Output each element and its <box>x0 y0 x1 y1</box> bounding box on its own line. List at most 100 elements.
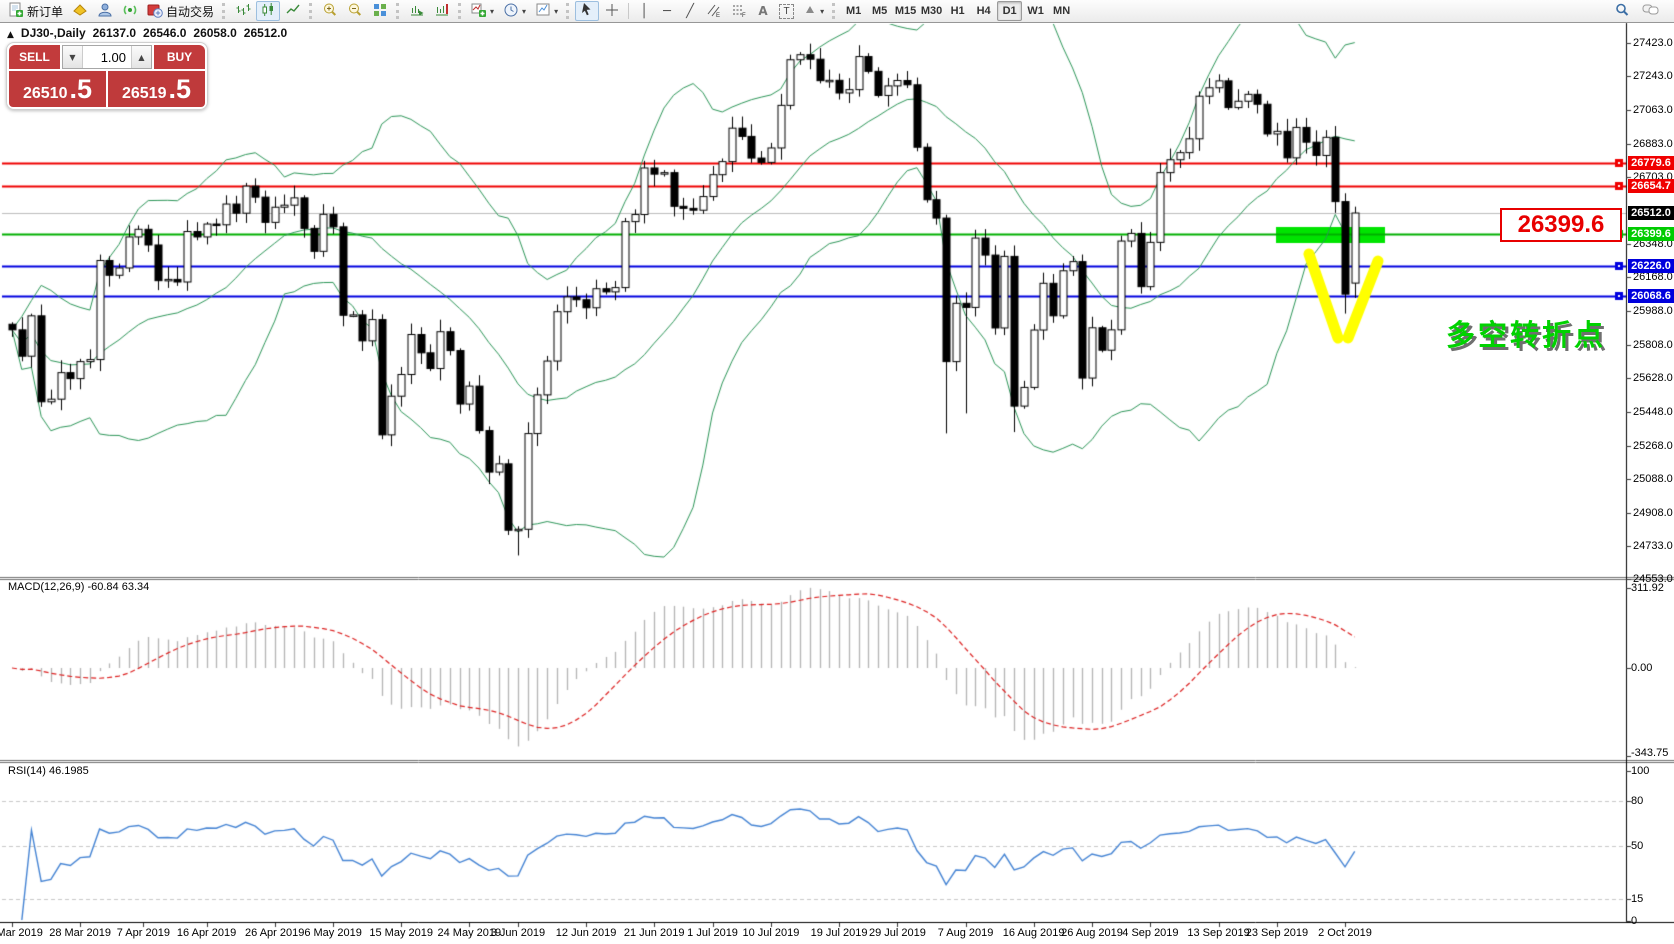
sell-price-main: 26510 <box>22 85 68 102</box>
buy-price-button[interactable]: 26519 .5 <box>108 71 205 107</box>
new-order-icon <box>8 2 24 21</box>
search-button[interactable] <box>1610 1 1634 21</box>
toolbar-grip <box>396 3 401 19</box>
date-label: 10 Jul 2019 <box>742 927 800 939</box>
price-tick-label: 24553.0 <box>1633 573 1673 586</box>
zoom-in-icon <box>322 2 338 21</box>
periods-button[interactable]: ▾ <box>499 1 530 21</box>
price-tag: 26068.6 <box>1628 288 1674 303</box>
date-label: 26 Aug 2019 <box>1061 927 1123 939</box>
date-label: 26 Apr 2019 <box>245 927 305 939</box>
toolbar: 新订单 自动交易 ▾ ▾ ▾ │ ─ ╱ E F A T ▾ M1 M5 M15 M3… <box>0 0 1674 23</box>
candlestick-chart-button[interactable] <box>256 1 281 21</box>
arrows-icon <box>803 3 817 20</box>
chart-shift-button[interactable] <box>430 1 454 21</box>
chart-title: ▲ DJ30-,Daily 26137.0 26546.0 26058.0 26… <box>7 26 287 40</box>
indicators-icon <box>471 2 487 21</box>
toolbar-grip <box>832 3 837 19</box>
clock-icon <box>503 2 519 21</box>
rsi-tick-label: 80 <box>1631 795 1644 807</box>
trendline-button[interactable]: ╱ <box>679 1 701 21</box>
price-tick-label: 27423.0 <box>1633 36 1673 49</box>
cursor-icon <box>579 2 595 21</box>
cursor-button[interactable] <box>575 1 600 21</box>
bar-low-value: 26058.0 <box>193 26 237 40</box>
auto-scroll-icon <box>409 2 425 21</box>
rsi-tick-label: 0 <box>1631 915 1638 927</box>
profile-button[interactable] <box>93 1 117 21</box>
volume-input[interactable]: 1.00 <box>82 46 132 68</box>
crosshair-button[interactable] <box>600 1 624 21</box>
fibonacci-icon: F <box>731 2 747 21</box>
macd-tick-label: 0.00 <box>1631 662 1653 674</box>
chat-button[interactable] <box>1638 1 1664 21</box>
timeframe-button-d1[interactable]: D1 <box>997 1 1023 21</box>
auto-scroll-button[interactable] <box>405 1 429 21</box>
price-tag: 26779.6 <box>1628 156 1674 170</box>
timeframe-button-m30[interactable]: M30 <box>920 5 943 17</box>
timeframe-button-mn[interactable]: MN <box>1053 5 1071 17</box>
svg-text:F: F <box>742 13 746 18</box>
date-label: 19 Mar 2019 <box>0 927 43 939</box>
crosshair-icon <box>604 2 620 21</box>
line-chart-button[interactable] <box>281 1 305 21</box>
collapse-triangle-icon[interactable]: ▲ <box>7 30 14 40</box>
timeframe-button-m1[interactable]: M1 <box>845 5 862 17</box>
candlestick-chart-icon <box>260 2 276 21</box>
price-tick-label: 25268.0 <box>1633 439 1673 452</box>
price-tick-label: 24908.0 <box>1633 506 1673 519</box>
tile-windows-icon <box>372 2 388 21</box>
rsi-tick-label: 100 <box>1631 765 1650 777</box>
macd-tick-label: 311.92 <box>1631 581 1664 594</box>
new-order-button[interactable]: 新订单 <box>4 1 67 21</box>
bar-close-value: 26512.0 <box>243 26 288 40</box>
bar-high-value: 26546.0 <box>143 26 187 40</box>
price-tick-label: 25088.0 <box>1633 473 1673 486</box>
zoom-out-button[interactable] <box>343 1 367 21</box>
quotes-button[interactable] <box>68 1 92 21</box>
price-callout-box[interactable]: 26399.6 <box>1500 208 1622 242</box>
timeframe-button-h1[interactable]: H1 <box>950 5 965 17</box>
timeframe-button-h4[interactable]: H4 <box>976 5 991 17</box>
trendline-icon: ╱ <box>686 3 694 19</box>
date-label: 3 Jun 2019 <box>490 927 546 939</box>
sell-price-button[interactable]: 26510 .5 <box>9 71 106 107</box>
equidistant-channel-icon: E <box>706 2 722 21</box>
indicators-button[interactable]: ▾ <box>467 1 498 21</box>
timeframe-button-m5[interactable]: M5 <box>871 5 888 17</box>
toolbar-grip <box>458 3 463 19</box>
signal-icon <box>122 2 138 21</box>
rsi-tick-label: 15 <box>1631 892 1644 905</box>
signal-button[interactable] <box>118 1 142 21</box>
price-tick-label: 26168.0 <box>1633 271 1673 284</box>
volume-decrease-button[interactable]: ▼ <box>63 46 82 68</box>
vertical-line-button[interactable]: │ <box>633 1 655 21</box>
templates-icon <box>535 2 551 21</box>
text-icon: A <box>758 4 768 18</box>
date-label: 12 Jun 2019 <box>555 927 617 939</box>
one-click-trading-panel: SELL ▼ 1.00 ▲ BUY 26510 .5 26519 .5 <box>6 42 208 110</box>
bar-chart-button[interactable] <box>231 1 255 21</box>
text-label-button[interactable]: T <box>775 1 798 21</box>
sell-button[interactable]: SELL <box>9 45 60 69</box>
horizontal-line-button[interactable]: ─ <box>656 1 678 21</box>
tile-windows-button[interactable] <box>368 1 392 21</box>
zoom-in-button[interactable] <box>318 1 342 21</box>
fibonacci-button[interactable]: F <box>727 1 751 21</box>
buy-button[interactable]: BUY <box>154 45 205 69</box>
auto-trading-button[interactable]: 自动交易 <box>143 1 218 21</box>
buy-price-main: 26519 <box>121 85 167 102</box>
text-button[interactable]: A <box>752 1 774 21</box>
templates-button[interactable]: ▾ <box>531 1 562 21</box>
price-tick-label: 25448.0 <box>1633 405 1673 418</box>
channel-button[interactable]: E <box>702 1 726 21</box>
price-tag: 26399.6 <box>1628 227 1674 242</box>
arrows-button[interactable]: ▾ <box>799 1 828 21</box>
volume-increase-button[interactable]: ▲ <box>132 46 151 68</box>
turning-point-text[interactable]: 多空转折点 <box>1446 320 1607 352</box>
timeframe-button-w1[interactable]: W1 <box>1027 5 1044 17</box>
symbol-name: DJ30-,Daily <box>20 26 86 40</box>
timeframe-button-m15[interactable]: M15 <box>894 5 917 17</box>
toolbar-right-group <box>1610 1 1670 21</box>
